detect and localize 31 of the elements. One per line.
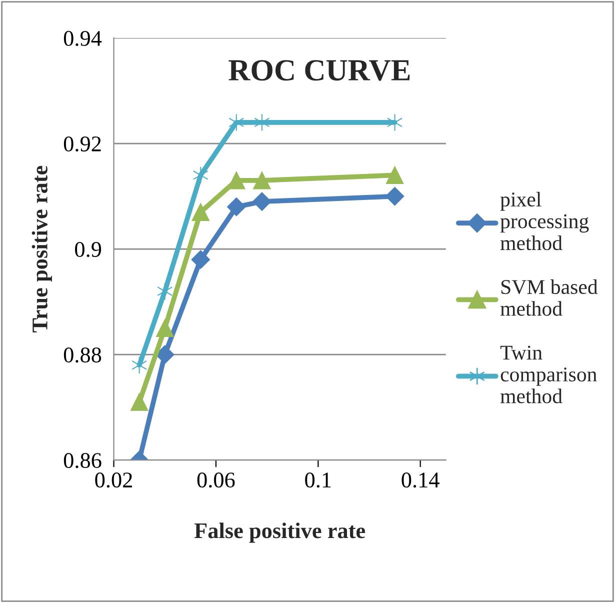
legend-label: pixel processing method bbox=[500, 192, 589, 250]
point bbox=[157, 282, 173, 300]
point bbox=[385, 186, 404, 206]
point bbox=[132, 356, 148, 374]
point bbox=[253, 172, 271, 190]
y-tick-label: 0.94 bbox=[64, 30, 102, 46]
point bbox=[156, 345, 174, 364]
point bbox=[227, 197, 246, 216]
point bbox=[228, 114, 244, 132]
x-tick-label: 0.02 bbox=[95, 472, 132, 488]
point bbox=[192, 203, 210, 221]
x-tick-label: 0.14 bbox=[402, 472, 440, 488]
point bbox=[254, 114, 270, 132]
point bbox=[252, 192, 272, 211]
point bbox=[130, 393, 148, 411]
x-tick-label: 0.1 bbox=[305, 472, 331, 488]
point bbox=[156, 319, 174, 338]
point bbox=[191, 250, 210, 269]
legend-label: SVM based method bbox=[500, 279, 598, 316]
point bbox=[192, 166, 208, 184]
y-tick-label: 0.92 bbox=[64, 136, 101, 152]
legend-label: Twin comparison method bbox=[500, 346, 597, 404]
y-axis-title: True positive rate bbox=[32, 166, 52, 332]
text: ROC CURVE bbox=[228, 60, 410, 81]
y-tick-label: 0.86 bbox=[64, 453, 102, 468]
point bbox=[386, 166, 404, 184]
x-axis-title: False positive rate bbox=[194, 522, 366, 543]
x-tick-label: 0.06 bbox=[197, 472, 235, 488]
y-tick-label: 0.9 bbox=[75, 242, 102, 258]
y-tick-label: 0.88 bbox=[64, 347, 102, 363]
point bbox=[387, 114, 403, 132]
